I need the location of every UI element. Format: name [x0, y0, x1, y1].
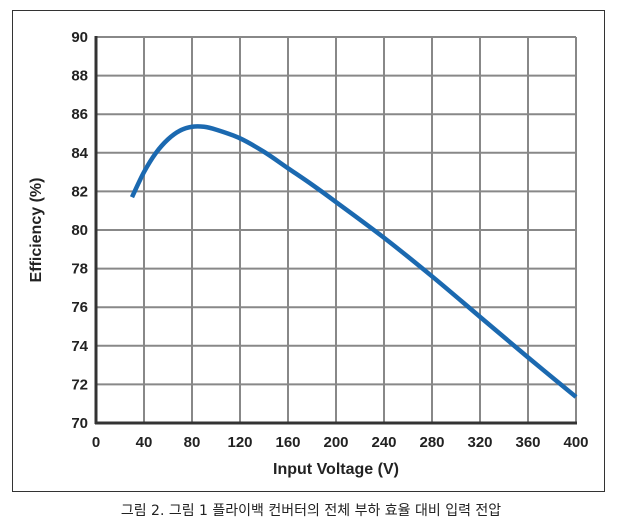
chart-frame [12, 10, 605, 492]
tick-labels: 0 40 80 120 160 200 240 280 320 360 400 70 72 74 76 78 8… [71, 29, 588, 451]
y-tick-label: 74 [71, 338, 88, 355]
x-tick-label: 160 [275, 434, 300, 451]
x-tick-label: 0 [92, 434, 100, 451]
efficiency-curve [129, 124, 578, 399]
x-tick-label: 360 [515, 434, 540, 451]
x-tick-label: 200 [323, 434, 348, 451]
y-tick-label: 80 [71, 222, 88, 239]
series [129, 124, 578, 399]
y-tick-label: 88 [71, 68, 88, 85]
y-axis-label: Efficiency (%) [28, 178, 45, 283]
y-tick-label: 70 [71, 415, 88, 432]
y-tick-label: 90 [71, 29, 88, 46]
y-tick-label: 82 [71, 183, 88, 200]
x-tick-label: 120 [227, 434, 252, 451]
x-tick-label: 240 [371, 434, 396, 451]
y-tick-label: 86 [71, 106, 88, 123]
x-tick-label: 80 [184, 434, 201, 451]
y-tick-label: 72 [71, 376, 88, 393]
x-tick-label: 320 [467, 434, 492, 451]
y-tick-label: 76 [71, 299, 88, 316]
x-tick-label: 40 [136, 434, 153, 451]
x-axis-label: Input Voltage (V) [273, 461, 399, 478]
grid [94, 36, 577, 425]
y-tick-label: 78 [71, 261, 88, 278]
x-tick-label: 280 [419, 434, 444, 451]
x-tick-label: 400 [563, 434, 588, 451]
figure-caption: 그림 2. 그림 1 플라이백 컨버터의 전체 부하 효율 대비 입력 전압 [120, 503, 502, 519]
y-tick-label: 84 [71, 145, 88, 162]
